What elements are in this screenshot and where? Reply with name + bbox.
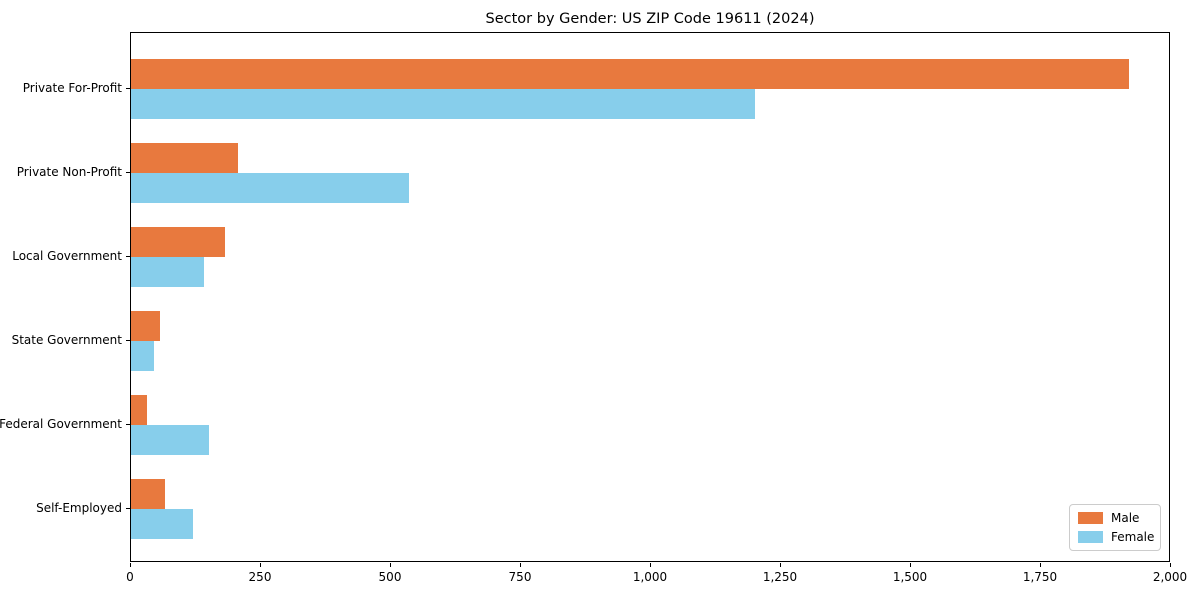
y-tick-mark [126, 172, 130, 174]
x-tick-label: 250 [248, 570, 272, 584]
bar-male-local-government [131, 227, 225, 257]
x-tick-mark [910, 563, 912, 567]
x-tick-mark [1170, 563, 1172, 567]
y-tick-mark [126, 340, 130, 342]
legend-swatch-female [1078, 531, 1103, 543]
x-tick-label: 2,000 [1152, 570, 1188, 584]
legend-item-male: Male [1078, 512, 1152, 524]
y-tick-mark [126, 508, 130, 510]
x-tick-label: 750 [508, 570, 532, 584]
chart-title: Sector by Gender: US ZIP Code 19611 (202… [485, 11, 815, 27]
x-tick-mark [130, 563, 132, 567]
x-tick-mark [1040, 563, 1042, 567]
bar-male-federal-government [131, 395, 147, 425]
legend-item-female: Female [1078, 530, 1155, 544]
y-tick-mark [126, 88, 130, 90]
x-tick-label: 0 [126, 570, 134, 584]
y-tick-label: State Government [11, 333, 122, 347]
x-tick-mark [520, 563, 522, 567]
x-tick-mark [780, 563, 782, 567]
bar-male-self-employed [131, 479, 165, 509]
y-tick-mark [126, 424, 130, 426]
bar-female-local-government [131, 257, 204, 287]
y-tick-label: Self-Employed [36, 501, 122, 515]
legend: Male Female [1069, 504, 1161, 551]
y-tick-label: Private For-Profit [22, 81, 122, 95]
legend-label: Male [1111, 511, 1140, 525]
x-tick-label: 1,500 [892, 570, 928, 584]
x-tick-mark [650, 563, 652, 567]
x-tick-mark [260, 563, 262, 567]
x-tick-label: 1,250 [762, 570, 798, 584]
legend-swatch-male [1078, 512, 1103, 524]
y-tick-mark [126, 256, 130, 258]
y-tick-label: Private Non-Profit [16, 165, 122, 179]
bar-male-private-non-profit [131, 143, 238, 173]
y-tick-label: Federal Government [0, 417, 122, 431]
x-tick-label: 1,750 [1022, 570, 1058, 584]
plot-area: Male Female [130, 32, 1170, 562]
y-tick-label: Local Government [12, 249, 122, 263]
x-tick-label: 500 [378, 570, 402, 584]
legend-label: Female [1111, 530, 1155, 544]
x-tick-mark [390, 563, 392, 567]
bar-female-state-government [131, 341, 155, 371]
bar-female-self-employed [131, 509, 194, 539]
bar-female-private-for-profit [131, 89, 755, 119]
bar-male-state-government [131, 311, 160, 341]
bar-female-federal-government [131, 425, 209, 455]
bar-female-private-non-profit [131, 173, 410, 203]
bar-male-private-for-profit [131, 59, 1130, 89]
x-tick-label: 1,000 [632, 570, 668, 584]
